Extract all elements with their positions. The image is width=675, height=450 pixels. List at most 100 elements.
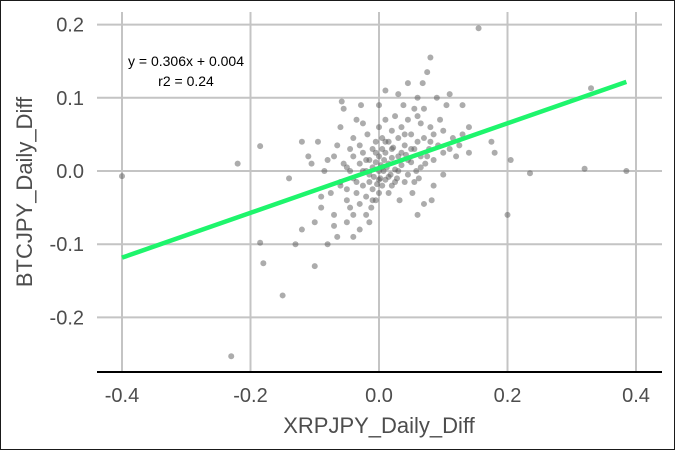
data-point bbox=[427, 124, 434, 131]
data-point bbox=[343, 219, 350, 226]
data-point bbox=[318, 193, 325, 200]
data-point bbox=[411, 178, 418, 185]
data-point bbox=[376, 124, 382, 131]
data-point bbox=[347, 146, 354, 153]
data-point bbox=[382, 138, 389, 145]
data-point bbox=[404, 80, 411, 87]
data-point bbox=[353, 116, 360, 123]
data-point bbox=[298, 138, 305, 145]
data-point bbox=[292, 241, 299, 248]
data-point bbox=[347, 168, 354, 174]
data-point bbox=[414, 113, 421, 120]
data-point bbox=[369, 197, 376, 204]
data-point bbox=[414, 138, 421, 145]
data-point bbox=[381, 157, 388, 164]
data-point bbox=[440, 127, 447, 134]
data-point bbox=[404, 116, 411, 123]
data-point bbox=[376, 189, 382, 196]
data-point bbox=[331, 211, 338, 218]
data-point bbox=[311, 263, 318, 270]
data-point bbox=[491, 149, 498, 156]
data-point bbox=[475, 25, 482, 32]
data-point bbox=[363, 157, 370, 164]
data-point bbox=[286, 175, 293, 182]
data-point bbox=[382, 116, 389, 123]
x-tick-label: 0.4 bbox=[622, 385, 650, 407]
y-tick-label: 0.1 bbox=[56, 88, 84, 110]
data-point bbox=[334, 233, 341, 240]
data-point bbox=[353, 189, 360, 196]
data-point bbox=[359, 120, 366, 127]
r-squared-label: r2 = 0.24 bbox=[158, 73, 214, 89]
data-point bbox=[368, 204, 375, 211]
data-point bbox=[314, 138, 321, 145]
data-point bbox=[446, 146, 453, 153]
data-point bbox=[356, 142, 363, 149]
data-point bbox=[385, 173, 392, 180]
y-tick-label: 0.2 bbox=[56, 15, 84, 37]
data-point bbox=[430, 182, 437, 189]
data-point bbox=[340, 105, 347, 112]
data-point bbox=[396, 197, 403, 204]
data-point bbox=[433, 94, 440, 101]
data-point bbox=[257, 239, 264, 246]
data-point bbox=[385, 189, 392, 196]
data-point bbox=[350, 153, 357, 160]
data-point bbox=[363, 193, 370, 200]
data-point bbox=[411, 105, 418, 112]
data-point bbox=[395, 91, 402, 98]
data-point bbox=[401, 131, 408, 138]
data-point bbox=[440, 171, 447, 178]
data-point bbox=[413, 168, 420, 174]
data-point bbox=[364, 131, 371, 138]
data-point bbox=[415, 175, 422, 182]
data-point bbox=[507, 157, 514, 164]
data-point bbox=[401, 178, 408, 185]
data-point bbox=[526, 170, 533, 177]
data-point bbox=[419, 80, 426, 87]
data-point bbox=[308, 160, 315, 167]
data-point bbox=[321, 168, 328, 174]
data-point bbox=[234, 160, 241, 167]
regression-equation: y = 0.306x + 0.004 bbox=[128, 53, 244, 69]
x-tick-label: 0.2 bbox=[494, 385, 522, 407]
data-point bbox=[459, 131, 466, 138]
data-point bbox=[359, 182, 366, 189]
data-point bbox=[257, 143, 264, 150]
data-point bbox=[404, 171, 411, 178]
data-point bbox=[488, 138, 495, 145]
x-tick-label: -0.4 bbox=[105, 385, 139, 407]
data-point bbox=[504, 211, 511, 218]
data-point bbox=[459, 102, 466, 109]
data-point bbox=[417, 120, 424, 127]
data-point bbox=[446, 91, 453, 98]
data-point bbox=[359, 149, 366, 156]
data-point bbox=[369, 186, 376, 193]
x-axis-title: XRPJPY_Daily_Diff bbox=[283, 413, 475, 438]
data-point bbox=[376, 102, 382, 109]
data-point bbox=[318, 204, 325, 211]
data-point bbox=[456, 142, 463, 149]
data-point bbox=[398, 162, 405, 169]
data-point bbox=[366, 178, 373, 185]
data-point bbox=[388, 154, 395, 161]
y-tick-label: -0.2 bbox=[50, 307, 84, 329]
data-point bbox=[331, 153, 338, 160]
data-point bbox=[588, 85, 595, 92]
data-point bbox=[279, 292, 286, 299]
x-tick-label: -0.2 bbox=[233, 385, 267, 407]
data-point bbox=[350, 135, 357, 142]
data-point bbox=[372, 149, 379, 156]
data-point bbox=[324, 241, 331, 248]
data-point bbox=[427, 138, 434, 145]
data-point bbox=[422, 160, 429, 167]
data-point bbox=[443, 102, 450, 109]
data-point bbox=[363, 211, 370, 218]
data-point bbox=[350, 233, 357, 240]
data-point bbox=[408, 131, 415, 138]
data-point bbox=[388, 146, 395, 153]
data-point bbox=[395, 168, 402, 174]
data-point bbox=[356, 200, 363, 207]
